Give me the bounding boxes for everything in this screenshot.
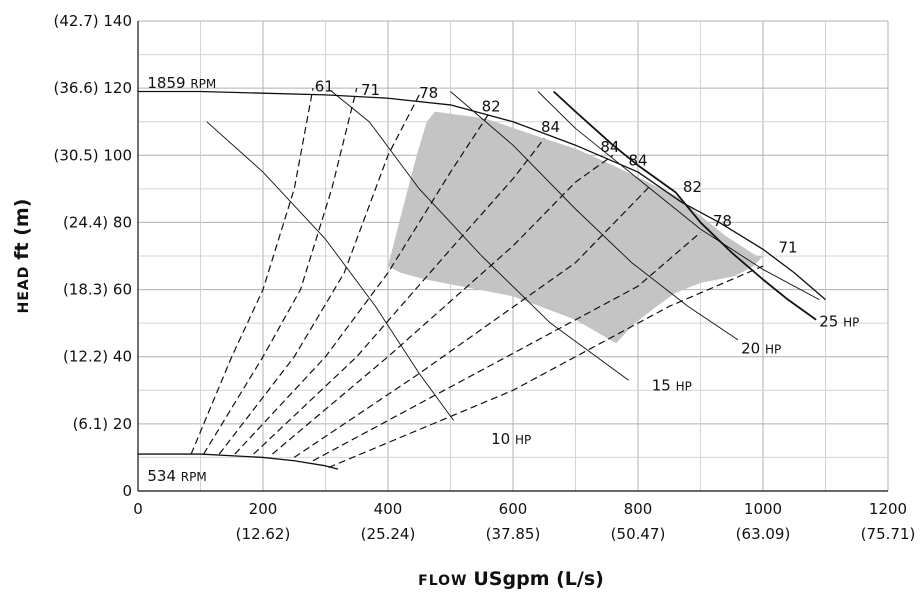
efficiency-curve	[190, 88, 314, 455]
efficiency-curve	[218, 94, 420, 455]
efficiency-curve	[312, 232, 701, 462]
efficiency-label: 82	[683, 178, 702, 196]
curve-annotation: 25 HP	[819, 313, 859, 331]
axes	[137, 21, 888, 492]
curve-annotation: 15 HP	[652, 376, 692, 394]
y-tick-label: 0	[122, 482, 132, 500]
x-tick-sublabel: (12.62)	[236, 525, 291, 543]
x-tick-label: 1200	[869, 500, 907, 518]
x-tick-sublabel: (37.85)	[486, 525, 541, 543]
y-tick-label: (24.4) 80	[63, 213, 132, 231]
efficiency-curve	[271, 154, 614, 455]
y-tick-label: (12.2) 40	[63, 348, 132, 366]
efficiency-region	[388, 111, 763, 344]
efficiency-label: 78	[713, 212, 732, 230]
efficiency-label: 82	[482, 98, 501, 116]
performance-curve	[537, 91, 820, 301]
y-tick-label: (42.7) 140	[53, 12, 132, 30]
efficiency-label: 71	[778, 239, 797, 257]
y-tick-label: (36.6) 120	[53, 79, 132, 97]
x-axis-label: FLOW USgpm (L/s)	[418, 568, 604, 590]
efficiency-label: 84	[628, 151, 647, 169]
performance-curve	[206, 121, 454, 421]
x-tick-label: 600	[499, 500, 528, 518]
y-tick-label: (6.1) 20	[73, 415, 132, 433]
x-tick-label: 200	[249, 500, 278, 518]
efficiency-curve	[234, 114, 489, 455]
best-efficiency-region	[388, 111, 763, 344]
efficiency-label: 71	[361, 81, 380, 99]
y-tick-label: (18.3) 60	[63, 281, 132, 299]
efficiency-label: 84	[541, 118, 560, 136]
efficiency-curve	[203, 87, 358, 455]
y-tick-label: (30.5) 100	[53, 146, 132, 164]
chart-annotations: 61 71 78 82 84 84 84 82 78 71 10 HP 15 HP 20 HP 25 HP…	[147, 74, 859, 485]
x-tick-sublabel: (25.24)	[361, 525, 416, 543]
x-tick-label: 800	[624, 500, 653, 518]
performance-curve	[138, 453, 339, 470]
curve-annotation: 20 HP	[741, 339, 781, 357]
tick-labels: 0 (6.1) 20 (12.2) 40 (18.3) 60 (24.4) 80 (30.…	[53, 12, 915, 543]
efficiency-curve	[253, 138, 545, 455]
efficiency-label: 84	[600, 138, 619, 156]
efficiency-label: 61	[315, 78, 334, 96]
x-tick-label: 400	[374, 500, 403, 518]
x-tick-sublabel: (75.71)	[861, 525, 916, 543]
efficiency-label: 78	[419, 84, 438, 102]
x-tick-sublabel: (50.47)	[611, 525, 666, 543]
curve-series	[138, 87, 826, 470]
performance-curve	[450, 91, 739, 341]
x-tick-sublabel: (63.09)	[736, 525, 791, 543]
performance-curve	[331, 91, 629, 381]
x-tick-label: 0	[133, 500, 143, 518]
curve-annotation: 1859 RPM	[147, 74, 216, 92]
performance-curve	[138, 90, 826, 301]
efficiency-curve	[328, 265, 764, 469]
curve-annotation: 10 HP	[491, 430, 531, 448]
x-tick-label: 1000	[744, 500, 782, 518]
performance-curve	[553, 90, 817, 321]
curve-annotation: 534 RPM	[147, 467, 206, 485]
efficiency-curve	[293, 185, 651, 458]
y-axis-label: HEAD ft (m)	[11, 199, 33, 314]
